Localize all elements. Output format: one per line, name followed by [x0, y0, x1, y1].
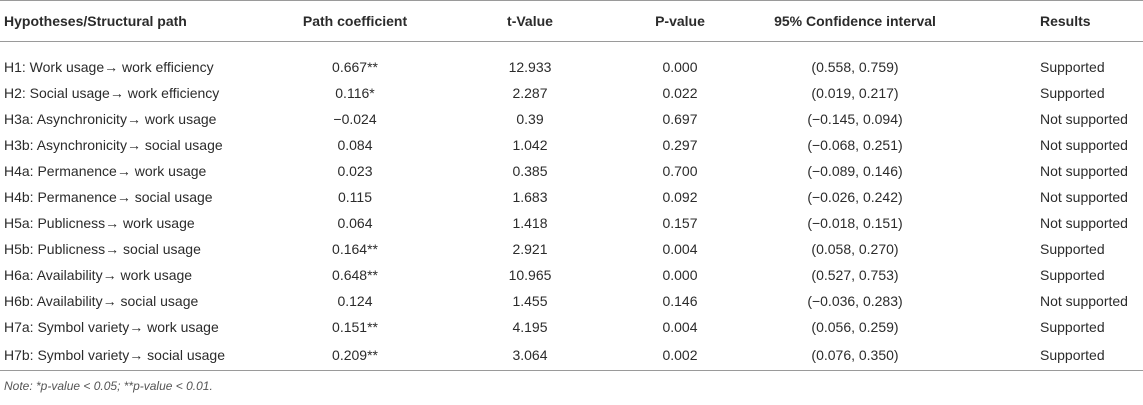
table-cell: 1.683	[512, 188, 548, 205]
table-cell: 0.115	[338, 188, 372, 205]
table-row: H6a: Availability→ work usage 0.648** 10.9…	[0, 262, 1143, 288]
table-row: H2: Social usage→ work efficiency 0.116* 2…	[0, 80, 1143, 106]
table-cell: 0.124	[337, 292, 373, 309]
table-cell: 0.092	[662, 188, 698, 205]
header-cell: t-Value	[440, 0, 620, 42]
header-cell: 95% Confidence interval	[740, 0, 970, 42]
table-row: H7b: Symbol variety→ social usage 0.209**…	[0, 340, 1143, 371]
table-note: Note: *p-value < 0.05; **p-value < 0.01.	[4, 378, 213, 393]
table-cell: Not supported	[1040, 162, 1128, 179]
table-cell: 2.921	[512, 240, 548, 257]
table-cell: Supported	[1040, 240, 1105, 257]
table-cell: 0.004	[662, 240, 698, 257]
table-cell: Supported	[1040, 318, 1105, 335]
table-cell: H3a: Asynchronicity→ work usage	[4, 110, 217, 127]
table-cell: 1.455	[512, 292, 548, 309]
table-cell: 0.146	[662, 292, 698, 309]
table-cell: Supported	[1040, 346, 1105, 363]
table-cell: 0.002	[662, 346, 698, 363]
table-cell: Not supported	[1040, 136, 1128, 153]
table-cell: 0.648**	[332, 266, 378, 283]
table-cell: (−0.018, 0.151)	[807, 214, 903, 231]
table-cell: 0.297	[662, 136, 698, 153]
table-cell: (−0.068, 0.251)	[807, 136, 903, 153]
table-cell: Not supported	[1040, 214, 1128, 231]
table-cell: H7b: Symbol variety→ social usage	[4, 346, 225, 363]
table-cell: Not supported	[1040, 188, 1128, 205]
table-row: H1: Work usage→ work efficiency 0.667** 12…	[0, 42, 1143, 80]
table-cell: 0.151**	[332, 318, 378, 335]
table-cell: H6a: Availability→ work usage	[4, 266, 193, 283]
results-table: Hypotheses/Structural path Path coefficie…	[0, 0, 1143, 371]
table-row: H5b: Publicness→ social usage 0.164** 2.92…	[0, 236, 1143, 262]
table-cell: (−0.036, 0.283)	[807, 292, 903, 309]
table-cell: 0.116*	[335, 84, 375, 101]
table-cell: 0.667**	[332, 58, 378, 75]
table-cell: 12.933	[508, 58, 552, 75]
header-cell: Hypotheses/Structural path	[0, 0, 270, 42]
table-cell: H6b: Availability→ social usage	[4, 292, 199, 309]
table-cell: H4a: Permanence→ work usage	[4, 162, 207, 179]
table-row: H7a: Symbol variety→ work usage 0.151** 4.…	[0, 314, 1143, 340]
table-cell: (−0.145, 0.094)	[807, 110, 903, 127]
table-cell: 0.39	[516, 110, 544, 127]
table-cell: H3b: Asynchronicity→ social usage	[4, 136, 223, 153]
table-cell: H5a: Publicness→ work usage	[4, 214, 195, 231]
table-cell: 0.004	[662, 318, 698, 335]
header-row: Hypotheses/Structural path Path coefficie…	[0, 0, 1143, 42]
table-cell: 0.164**	[332, 240, 378, 257]
header-cell: Results	[970, 0, 1143, 42]
table-cell: 0.157	[662, 214, 698, 231]
table-page: Hypotheses/Structural path Path coefficie…	[0, 0, 1143, 393]
table-cell: Supported	[1040, 266, 1105, 283]
table-cell: (0.558, 0.759)	[811, 58, 899, 75]
table-cell: H7a: Symbol variety→ work usage	[4, 318, 219, 335]
header-cell: P-value	[620, 0, 740, 42]
table-cell: 0.023	[337, 162, 373, 179]
table-cell: (0.056, 0.259)	[811, 318, 899, 335]
table-cell: Supported	[1040, 58, 1105, 75]
table-cell: Not supported	[1040, 110, 1128, 127]
table-cell: 4.195	[512, 318, 548, 335]
table-row: H4a: Permanence→ work usage 0.023 0.385 0.7…	[0, 158, 1143, 184]
table-cell: 1.418	[512, 214, 548, 231]
table-cell: 0.700	[662, 162, 698, 179]
table-cell: 3.064	[512, 346, 548, 363]
table-cell: H4b: Permanence→ social usage	[4, 188, 213, 205]
table-cell: 0.697	[662, 110, 698, 127]
table-row: H4b: Permanence→ social usage 0.115 1.683 0…	[0, 184, 1143, 210]
table-cell: 0.084	[337, 136, 373, 153]
table-cell: (−0.026, 0.242)	[807, 188, 903, 205]
table-cell: 0.022	[662, 84, 698, 101]
header-cell: Path coefficient	[270, 0, 440, 42]
table-cell: 1.042	[512, 136, 548, 153]
table-cell: 0.064	[337, 214, 373, 231]
table-cell: H1: Work usage→ work efficiency	[4, 58, 214, 75]
table-cell: −0.024	[333, 110, 377, 127]
table-row: H5a: Publicness→ work usage 0.064 1.418 0.1…	[0, 210, 1143, 236]
table-cell: H2: Social usage→ work efficiency	[4, 84, 220, 101]
table-cell: Supported	[1040, 84, 1105, 101]
table-cell: H5b: Publicness→ social usage	[4, 240, 201, 257]
table-cell: 0.000	[662, 58, 698, 75]
table-cell: 0.000	[662, 266, 698, 283]
table-cell: 0.385	[512, 162, 548, 179]
table-cell: Not supported	[1040, 292, 1128, 309]
table-body: H1: Work usage→ work efficiency 0.667** 12…	[0, 42, 1143, 371]
table-cell: 0.209**	[332, 346, 378, 363]
table-row: H6b: Availability→ social usage 0.124 1.45…	[0, 288, 1143, 314]
table-cell: (−0.089, 0.146)	[807, 162, 903, 179]
table-cell: 2.287	[512, 84, 548, 101]
table-cell: (0.076, 0.350)	[811, 346, 899, 363]
table-cell: (0.019, 0.217)	[811, 84, 899, 101]
table-cell: (0.527, 0.753)	[811, 266, 899, 283]
table-cell: (0.058, 0.270)	[811, 240, 899, 257]
table-row: H3b: Asynchronicity→ social usage 0.084 1.…	[0, 132, 1143, 158]
table-row: H3a: Asynchronicity→ work usage −0.024 0.3…	[0, 106, 1143, 132]
table-cell: 10.965	[508, 266, 552, 283]
